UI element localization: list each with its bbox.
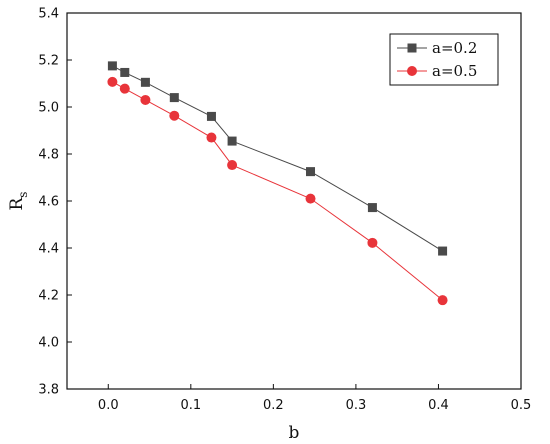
- x-tick-label: 0.3: [346, 398, 367, 413]
- series-layer: [107, 61, 448, 306]
- y-tick-label: 5.2: [38, 54, 59, 69]
- data-point-square: [438, 246, 448, 256]
- legend-box: [389, 33, 499, 86]
- legend-label-a05: a=0.5: [432, 62, 477, 80]
- y-tick-label: 5.4: [38, 7, 59, 22]
- data-point-circle: [107, 76, 118, 87]
- legend-square-marker: [407, 43, 417, 53]
- data-point-square: [140, 77, 150, 87]
- x-axis-label: b: [289, 423, 300, 443]
- data-point-circle: [305, 193, 316, 204]
- x-tick-label: 0.0: [98, 398, 119, 413]
- legend-circle-marker: [407, 66, 417, 76]
- y-axis: 3.8 4.0 4.2 4.4 4.6 4.8 5.0 5.2 5.4: [38, 7, 72, 398]
- y-tick-label: 4.4: [38, 242, 59, 257]
- data-point-circle: [140, 94, 151, 105]
- data-point-circle: [437, 295, 448, 306]
- data-point-square: [367, 203, 377, 213]
- legend-label-a02: a=0.2: [432, 39, 477, 57]
- series-line-1: [112, 81, 443, 301]
- data-point-square: [120, 67, 130, 77]
- data-point-circle: [169, 110, 180, 121]
- x-tick-label: 0.5: [511, 398, 532, 413]
- y-tick-label: 4.2: [38, 289, 59, 304]
- y-tick-label: 4.8: [38, 148, 59, 163]
- y-axis-label: Rs: [7, 192, 30, 211]
- data-point-square: [306, 167, 316, 177]
- x-tick-label: 0.4: [428, 398, 449, 413]
- x-tick-label: 0.1: [180, 398, 201, 413]
- x-tick-label: 0.2: [263, 398, 284, 413]
- data-point-square: [206, 111, 216, 121]
- data-point-square: [227, 136, 237, 146]
- data-point-circle: [367, 237, 378, 248]
- series-line-0: [112, 65, 443, 252]
- y-tick-label: 4.0: [38, 336, 59, 351]
- y-tick-label: 4.6: [38, 195, 59, 210]
- data-point-circle: [206, 132, 217, 143]
- y-tick-label: 3.8: [38, 383, 59, 398]
- x-axis: 0.0 0.1 0.2 0.3 0.4 0.5: [98, 384, 531, 413]
- legend: a=0.2 a=0.5: [389, 33, 499, 86]
- y-tick-label: 5.0: [38, 101, 59, 116]
- data-point-square: [107, 61, 117, 71]
- data-point-circle: [227, 160, 238, 171]
- data-point-square: [169, 93, 179, 103]
- data-point-circle: [119, 83, 130, 94]
